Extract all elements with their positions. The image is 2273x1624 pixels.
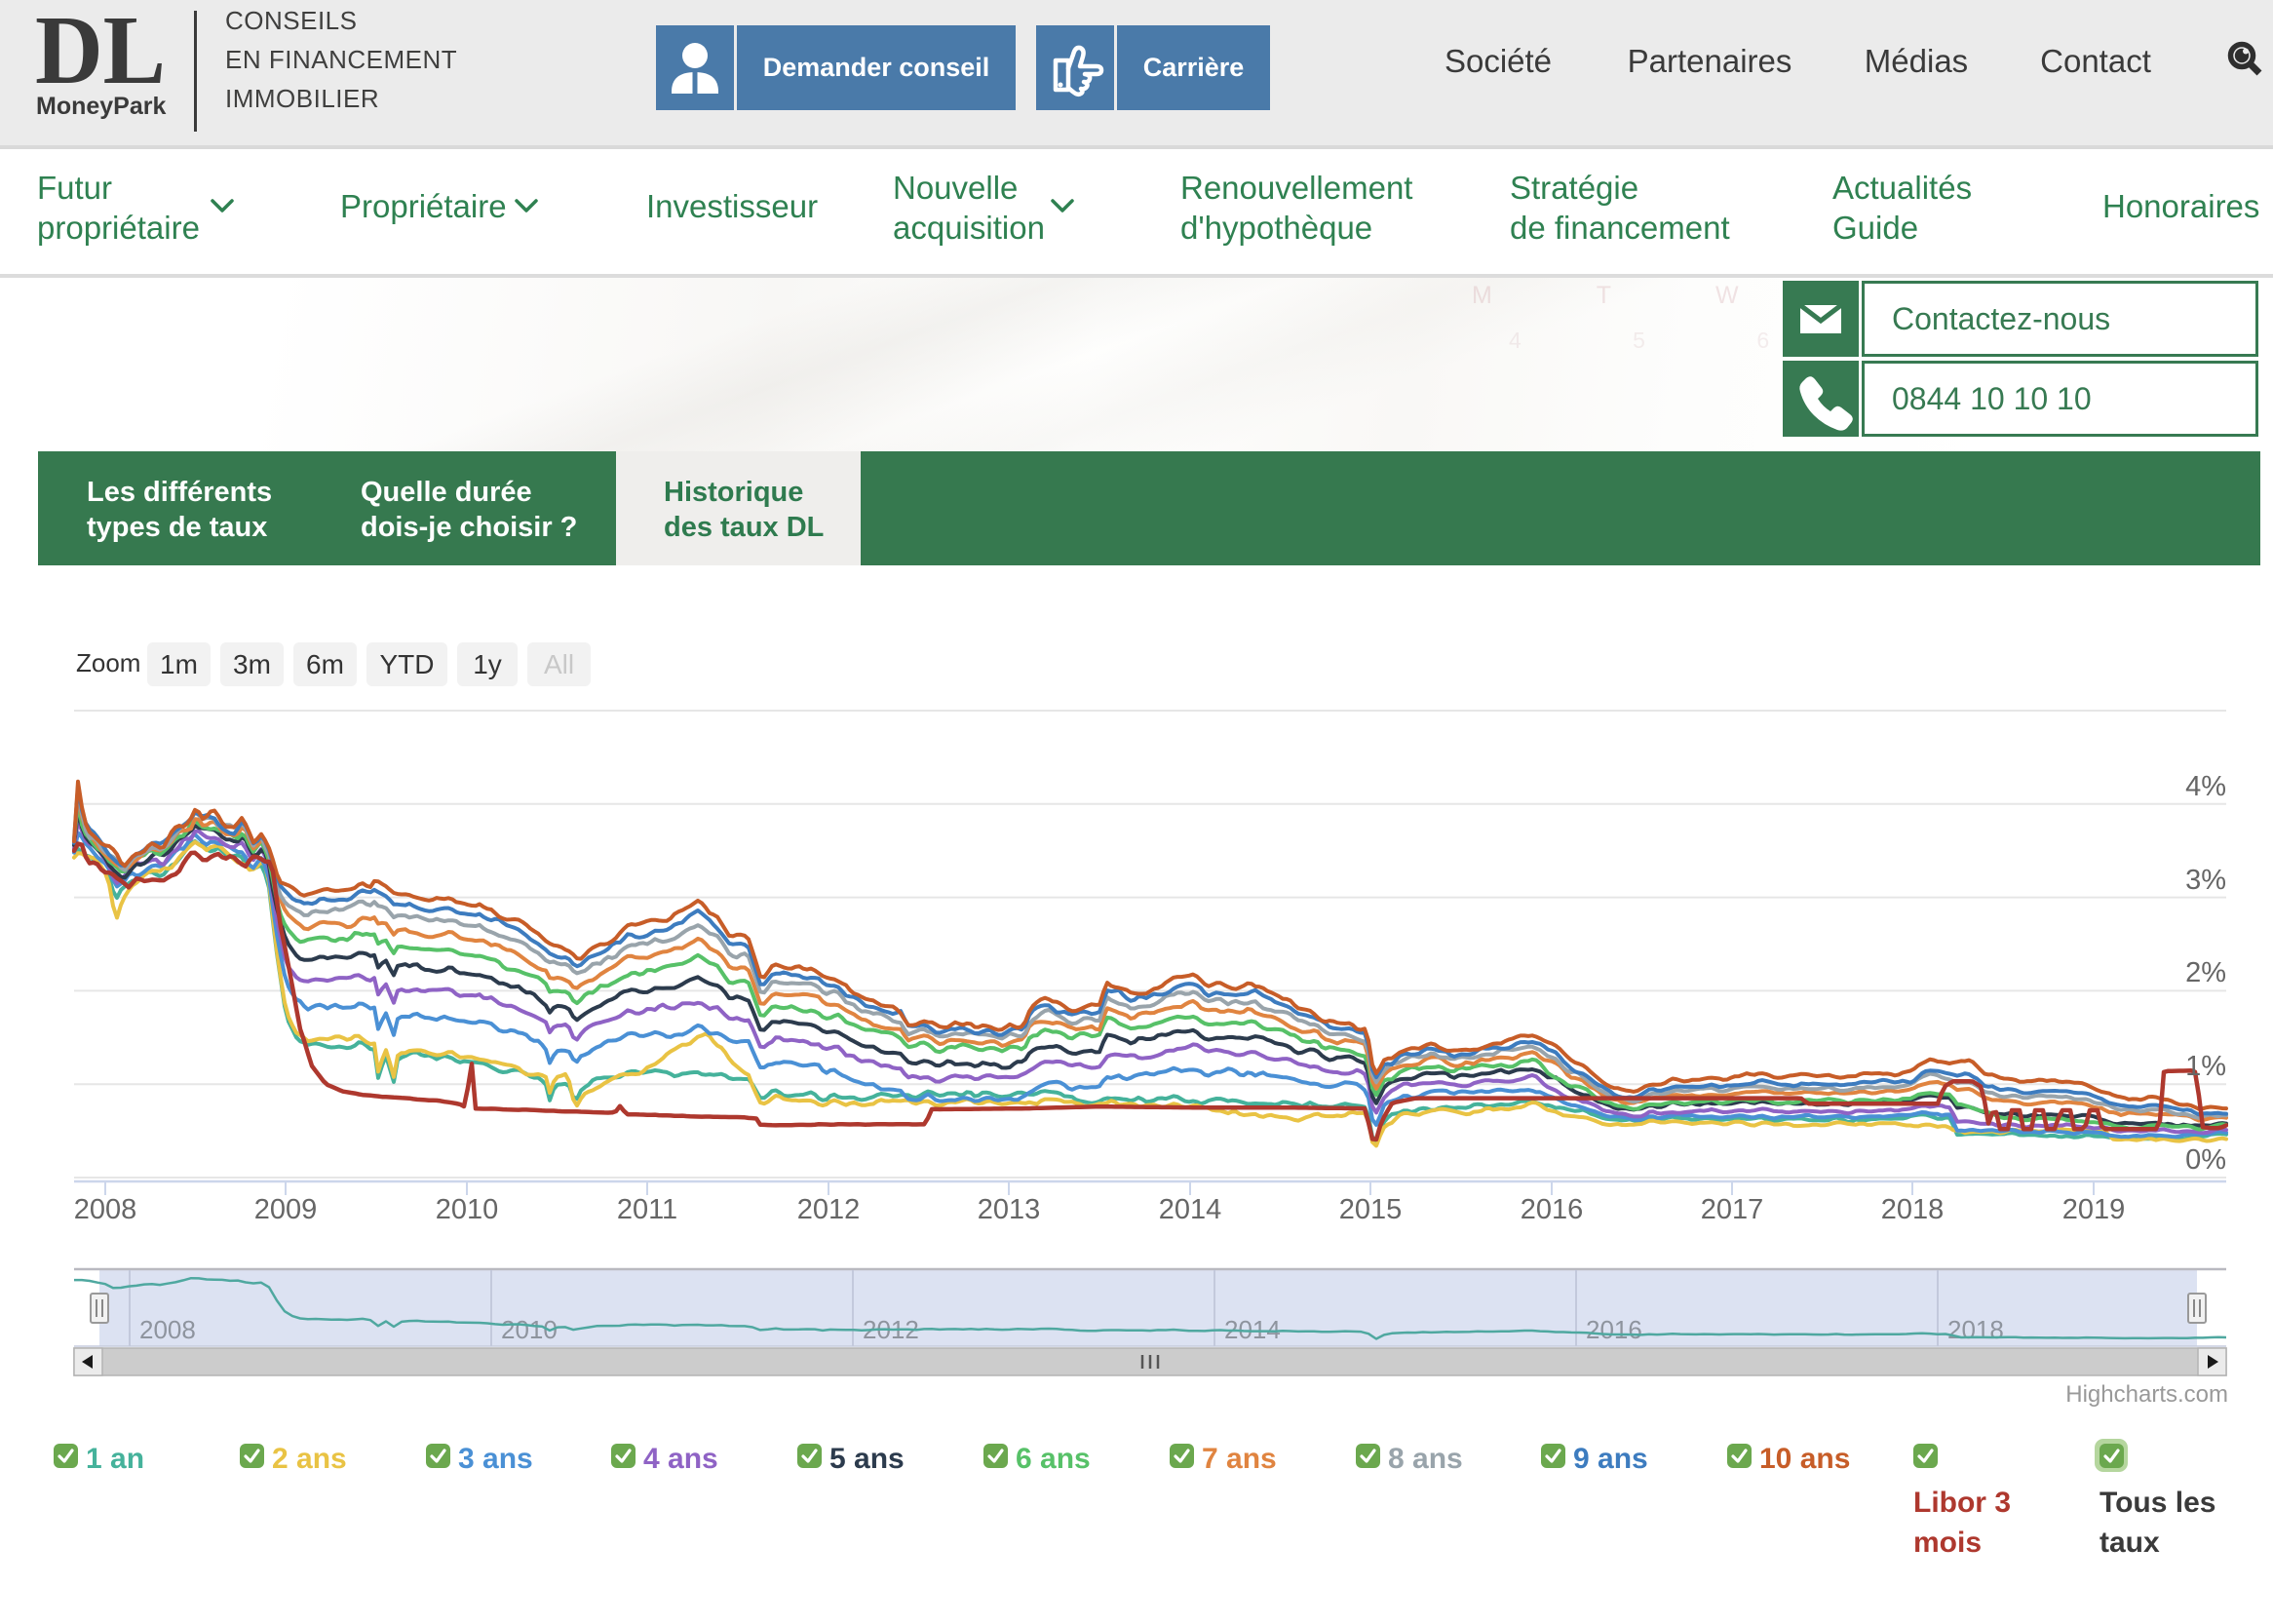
svg-text:2019: 2019 bbox=[2062, 1194, 2126, 1225]
svg-text:0%: 0% bbox=[2185, 1144, 2226, 1176]
svg-text:2008: 2008 bbox=[74, 1194, 137, 1225]
svg-text:2%: 2% bbox=[2185, 957, 2226, 988]
svg-text:2018: 2018 bbox=[1947, 1315, 2004, 1344]
svg-text:2011: 2011 bbox=[617, 1194, 677, 1225]
svg-text:4%: 4% bbox=[2185, 771, 2226, 802]
svg-text:2013: 2013 bbox=[978, 1194, 1041, 1225]
svg-text:2010: 2010 bbox=[436, 1194, 499, 1225]
svg-text:2015: 2015 bbox=[1339, 1194, 1403, 1225]
svg-text:2016: 2016 bbox=[1586, 1315, 1642, 1344]
svg-text:1%: 1% bbox=[2185, 1051, 2226, 1082]
svg-text:2008: 2008 bbox=[139, 1315, 196, 1344]
svg-text:2012: 2012 bbox=[797, 1194, 861, 1225]
svg-text:2009: 2009 bbox=[254, 1194, 318, 1225]
svg-text:2014: 2014 bbox=[1159, 1194, 1222, 1225]
svg-text:2017: 2017 bbox=[1701, 1194, 1764, 1225]
svg-text:Highcharts.com: Highcharts.com bbox=[2065, 1381, 2228, 1408]
svg-text:2018: 2018 bbox=[1881, 1194, 1945, 1225]
svg-text:3%: 3% bbox=[2185, 865, 2226, 896]
svg-text:2016: 2016 bbox=[1521, 1194, 1584, 1225]
